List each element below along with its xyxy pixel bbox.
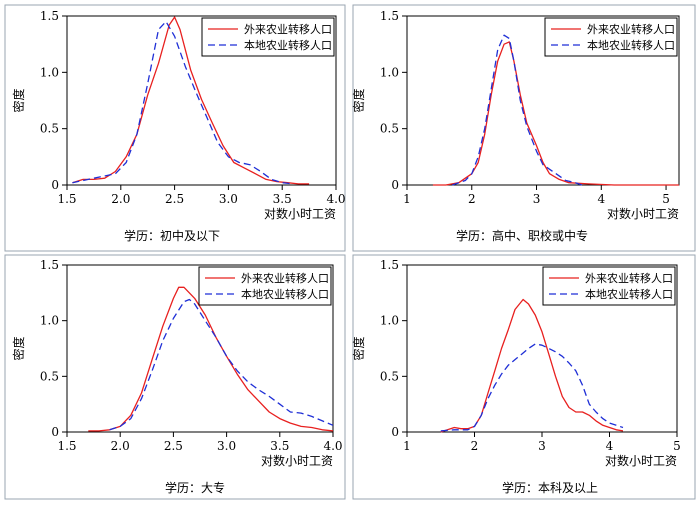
x-tick-label: 2.5 (165, 192, 184, 206)
series-line-migrant (440, 298, 624, 433)
series-line-migrant (88, 286, 334, 432)
y-tick-label: 0 (391, 425, 399, 439)
y-tick-label: 0.5 (380, 369, 399, 383)
x-axis-title: 对数小时工资 (264, 206, 336, 221)
x-axis-title: 对数小时工资 (607, 206, 679, 221)
legend-label: 本地农业转移人口 (241, 287, 329, 301)
x-tick-label: 1.5 (57, 439, 76, 453)
x-tick-label: 3 (538, 439, 546, 453)
panel-caption: 学历：大专 (165, 480, 225, 495)
panel-caption: 学历：本科及以上 (502, 480, 598, 495)
y-tick-label: 1.5 (40, 9, 59, 23)
series-line-local (440, 343, 624, 432)
legend-label: 外来农业转移人口 (585, 271, 673, 285)
x-tick-label: 5 (673, 439, 681, 453)
legend-label: 外来农业转移人口 (587, 22, 675, 36)
x-tick-label: 1 (403, 192, 411, 206)
legend-label: 外来农业转移人口 (241, 271, 329, 285)
y-axis-title: 密度 (11, 88, 26, 112)
x-tick-label: 4 (597, 192, 605, 206)
legend-label: 本地农业转移人口 (587, 38, 675, 52)
y-tick-label: 1.0 (380, 65, 399, 79)
y-tick-label: 0.5 (40, 369, 59, 383)
panel-caption: 学历：初中及以下 (124, 228, 220, 243)
y-tick-label: 0 (391, 178, 399, 192)
panel-caption: 学历：高中、职校或中专 (456, 228, 588, 243)
x-tick-label: 3.5 (270, 439, 289, 453)
x-tick-label: 4.0 (326, 192, 345, 206)
y-tick-label: 1.5 (40, 258, 59, 272)
plot-area (406, 15, 680, 186)
density-panel-1: 0 0.5 1.0 1.5 1.5 2.0 2.5 3.0 3.5 4.0 密度对数小时工资学历：初… (4, 4, 346, 252)
legend-box (201, 17, 335, 57)
x-tick-label: 1 (403, 439, 411, 453)
y-tick-label: 1.0 (380, 314, 399, 328)
x-tick-label: 5 (662, 192, 670, 206)
legend-label: 本地农业转移人口 (585, 287, 673, 301)
x-tick-label: 2 (468, 192, 476, 206)
legend-box (198, 266, 332, 306)
x-tick-label: 2.0 (111, 192, 130, 206)
x-tick-label: 2.0 (111, 439, 130, 453)
legend-label: 本地农业转移人口 (244, 38, 332, 52)
y-tick-label: 1.5 (380, 9, 399, 23)
y-tick-label: 1.0 (40, 65, 59, 79)
y-axis-title: 密度 (11, 336, 26, 360)
x-axis-title: 对数小时工资 (261, 453, 333, 468)
series-line-local (452, 34, 583, 186)
x-tick-label: 2.5 (164, 439, 183, 453)
plot-area (66, 264, 334, 433)
x-axis-title: 对数小时工资 (605, 453, 677, 468)
legend-box (544, 17, 678, 57)
x-tick-label: 3.0 (219, 192, 238, 206)
series-line-local (72, 20, 294, 185)
x-tick-label: 4 (606, 439, 614, 453)
series-line-local (109, 298, 334, 431)
density-panel-3: 0 0.5 1.0 1.5 1.5 2.0 2.5 3.0 3.5 4.0 密度对数小时工资学历：大… (4, 254, 346, 500)
y-tick-label: 1.5 (380, 258, 399, 272)
x-tick-label: 4.0 (323, 439, 342, 453)
legend-label: 外来农业转移人口 (244, 22, 332, 36)
x-tick-label: 1.5 (57, 192, 76, 206)
y-tick-label: 1.0 (40, 314, 59, 328)
x-tick-label: 3 (533, 192, 541, 206)
x-tick-label: 2 (471, 439, 479, 453)
series-line-migrant (72, 16, 310, 185)
x-tick-label: 3.5 (273, 192, 292, 206)
series-line-migrant (432, 41, 679, 186)
plot-area (66, 15, 337, 186)
x-tick-label: 3.0 (217, 439, 236, 453)
y-axis-title: 密度 (351, 336, 366, 360)
y-axis-title: 密度 (351, 88, 366, 112)
y-tick-label: 0.5 (40, 122, 59, 136)
y-tick-label: 0 (51, 178, 59, 192)
legend-box (542, 266, 676, 306)
y-tick-label: 0.5 (380, 122, 399, 136)
y-tick-label: 0 (51, 425, 59, 439)
